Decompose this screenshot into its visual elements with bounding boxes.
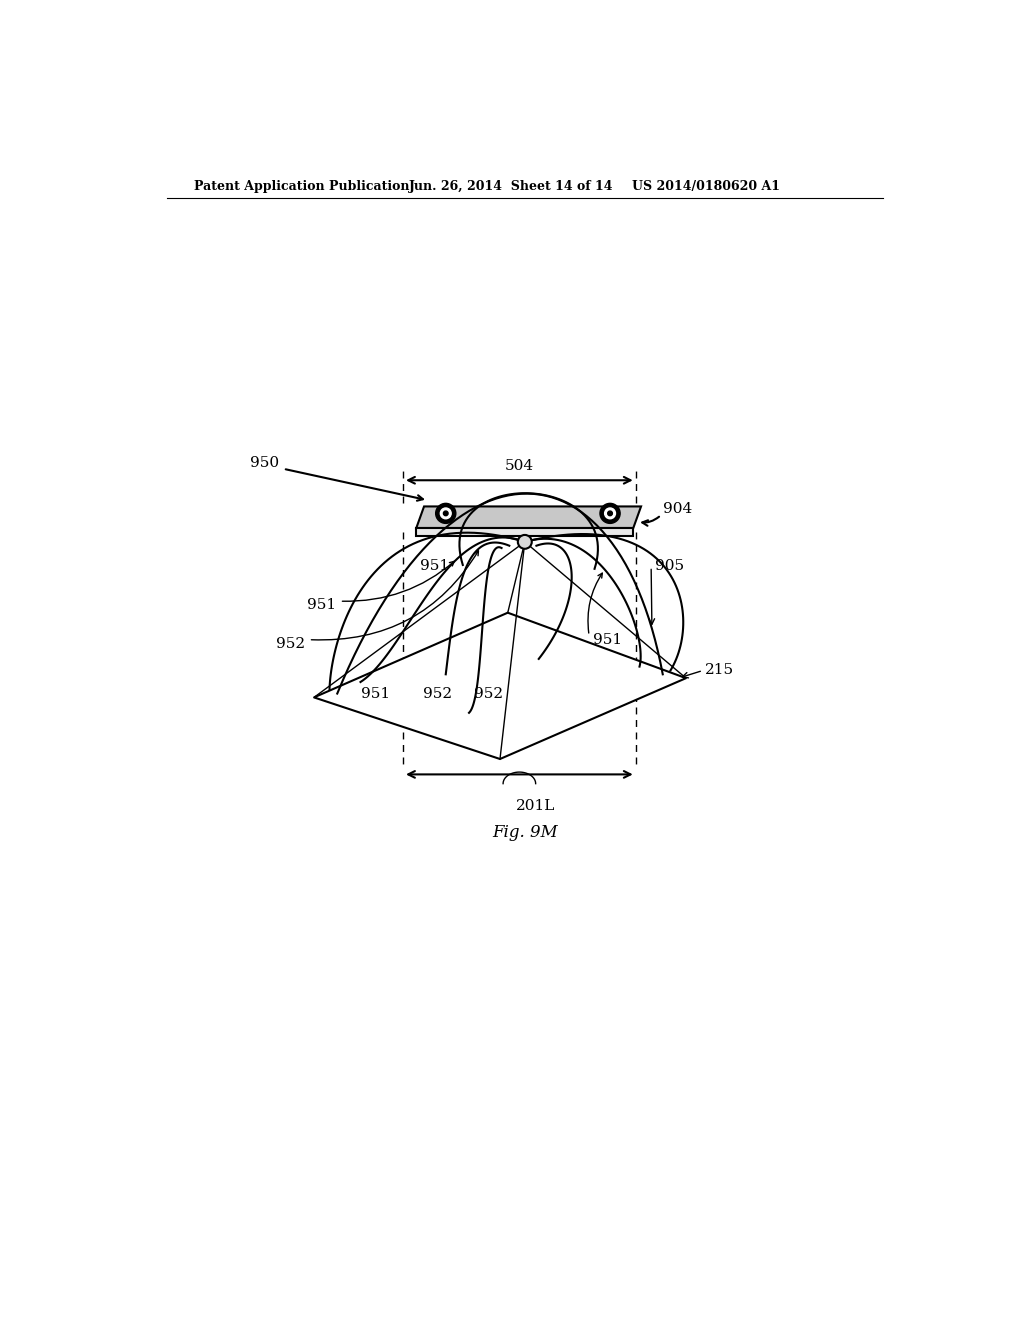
Circle shape xyxy=(518,535,531,549)
Circle shape xyxy=(600,503,621,524)
Text: 904: 904 xyxy=(663,502,692,516)
Text: 951: 951 xyxy=(593,632,623,647)
Text: 951: 951 xyxy=(420,560,449,573)
Text: 951: 951 xyxy=(361,686,390,701)
Text: Fig. 9M: Fig. 9M xyxy=(492,825,558,841)
Text: Jun. 26, 2014  Sheet 14 of 14: Jun. 26, 2014 Sheet 14 of 14 xyxy=(409,181,613,194)
Circle shape xyxy=(604,508,615,519)
Circle shape xyxy=(443,511,449,516)
Text: 504: 504 xyxy=(505,458,534,473)
Text: 952: 952 xyxy=(275,636,305,651)
Text: 215: 215 xyxy=(706,664,734,677)
Text: 905: 905 xyxy=(655,560,684,573)
Text: Patent Application Publication: Patent Application Publication xyxy=(194,181,410,194)
Circle shape xyxy=(440,508,452,519)
Circle shape xyxy=(607,511,612,516)
Text: US 2014/0180620 A1: US 2014/0180620 A1 xyxy=(632,181,779,194)
Text: 950: 950 xyxy=(250,455,280,470)
Text: 952: 952 xyxy=(424,686,453,701)
Text: 951: 951 xyxy=(306,598,336,612)
Circle shape xyxy=(435,503,456,524)
Text: 952: 952 xyxy=(474,686,503,701)
Polygon shape xyxy=(314,612,686,759)
Text: 201L: 201L xyxy=(515,799,555,813)
Polygon shape xyxy=(417,528,633,536)
Polygon shape xyxy=(417,507,641,528)
